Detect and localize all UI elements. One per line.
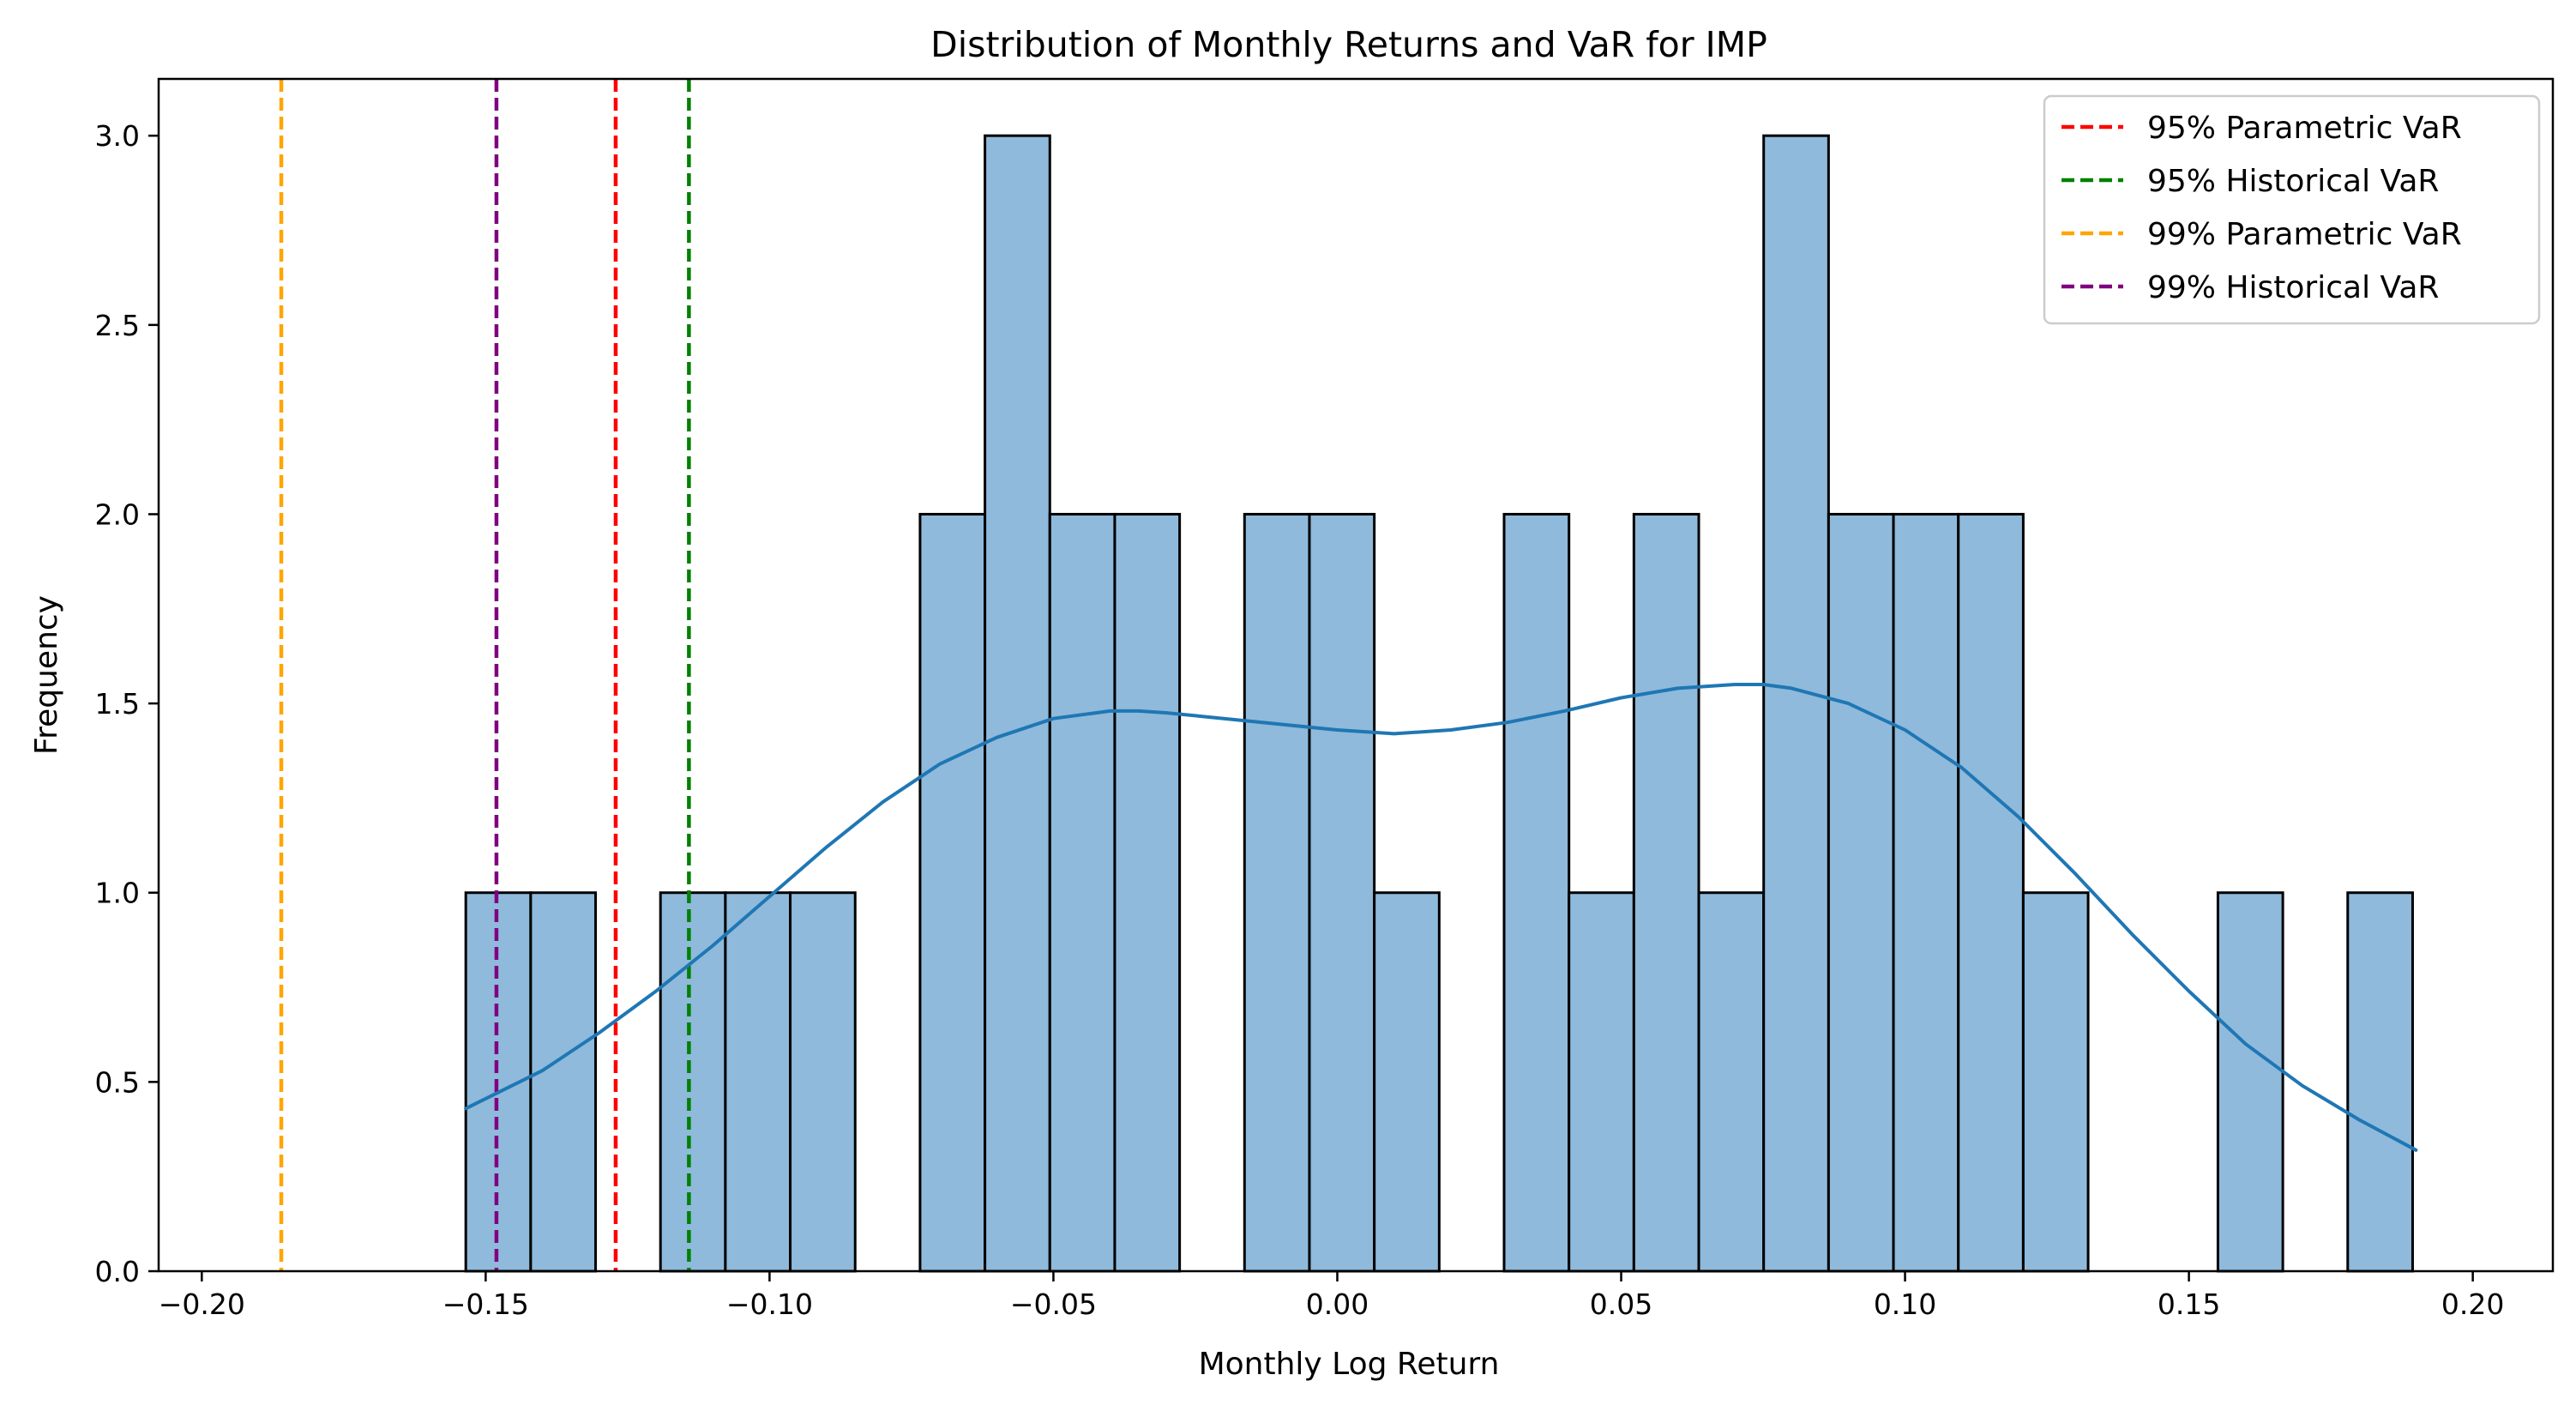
y-tick-label: 2.5 bbox=[95, 309, 140, 342]
x-tick-label: 0.05 bbox=[1590, 1287, 1652, 1321]
histogram-bar bbox=[984, 134, 1051, 1273]
histogram-bar bbox=[1568, 891, 1635, 1273]
kde-curve bbox=[464, 683, 2418, 1152]
histogram-bar bbox=[1827, 512, 1895, 1273]
legend-label: 95% Historical VaR bbox=[2147, 164, 2439, 199]
chart-title: Distribution of Monthly Returns and VaR … bbox=[930, 24, 1767, 65]
histogram-bar bbox=[1308, 512, 1376, 1273]
y-tick-label: 3.0 bbox=[95, 119, 140, 153]
x-tick-label: −0.05 bbox=[1010, 1287, 1097, 1321]
y-tick-label: 1.0 bbox=[95, 877, 140, 910]
histogram-bar bbox=[1697, 891, 1766, 1273]
y-axis-ticks: 0.0 0.5 1.0 1.5 2.0 2.5 3.0 bbox=[95, 119, 159, 1288]
y-axis-label: Frequency bbox=[29, 595, 64, 755]
histogram-bar bbox=[529, 891, 598, 1273]
histogram-bar bbox=[1632, 512, 1700, 1273]
histogram-bar bbox=[2216, 891, 2284, 1273]
histogram-bars bbox=[464, 134, 2414, 1273]
legend-box bbox=[2043, 94, 2541, 325]
histogram-bar bbox=[1243, 512, 1311, 1273]
y-tick-label: 0.5 bbox=[95, 1065, 140, 1099]
histogram-bar bbox=[1048, 512, 1116, 1273]
x-tick-label: 0.10 bbox=[1874, 1287, 1936, 1321]
y-tick-label: 1.5 bbox=[95, 687, 140, 721]
histogram-bar bbox=[789, 891, 857, 1273]
y-tick-label: 0.0 bbox=[95, 1255, 140, 1288]
histogram-bar bbox=[1502, 512, 1571, 1273]
legend-label: 99% Historical VaR bbox=[2147, 270, 2439, 305]
x-tick-label: −0.20 bbox=[159, 1287, 245, 1321]
var-lines bbox=[279, 79, 691, 1271]
x-tick-label: 0.20 bbox=[2441, 1287, 2504, 1321]
y-tick-label: 2.0 bbox=[95, 497, 140, 531]
histogram-bar bbox=[2021, 891, 2090, 1273]
legend-label: 99% Parametric VaR bbox=[2147, 217, 2462, 252]
histogram-bar bbox=[1373, 891, 1441, 1273]
histogram-bar bbox=[918, 512, 987, 1273]
legend-label: 95% Parametric VaR bbox=[2147, 111, 2462, 146]
x-tick-label: 0.00 bbox=[1306, 1287, 1369, 1321]
histogram-bar bbox=[724, 891, 792, 1273]
x-axis-ticks: −0.20 −0.15 −0.10 −0.05 0.00 0.05 0.10 0.15 0.20 bbox=[159, 1271, 2504, 1321]
x-axis-label: Monthly Log Return bbox=[1199, 1347, 1500, 1382]
x-tick-label: −0.15 bbox=[442, 1287, 529, 1321]
plot-frame bbox=[157, 77, 2555, 1273]
histogram-bar bbox=[1957, 512, 2025, 1273]
histogram-bar bbox=[1892, 512, 1960, 1273]
histogram-bar bbox=[2346, 891, 2414, 1273]
x-tick-label: 0.15 bbox=[2158, 1287, 2220, 1321]
histogram-bar bbox=[1762, 134, 1830, 1273]
histogram-bar bbox=[659, 891, 727, 1273]
legend: 95% Parametric VaR 95% Historical VaR 99% … bbox=[2043, 94, 2541, 325]
x-tick-label: −0.10 bbox=[726, 1287, 813, 1321]
histogram-bar bbox=[1113, 512, 1182, 1273]
